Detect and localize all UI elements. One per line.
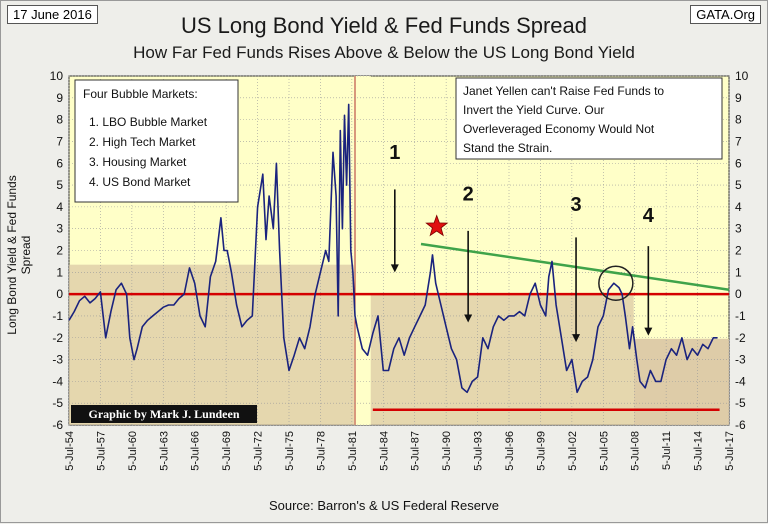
bubble-markets-title: Four Bubble Markets:: [83, 87, 198, 101]
x-tick-label: 5-Jul-02: [567, 431, 579, 471]
y-tick-label-left: 0: [56, 287, 63, 301]
chart-title: US Long Bond Yield & Fed Funds Spread: [180, 13, 588, 38]
x-tick-label: 5-Jul-69: [221, 431, 233, 471]
clear-gap: [353, 76, 371, 425]
bubble-markets-box: [74, 79, 239, 203]
x-tick-label: 5-Jul-87: [410, 431, 422, 471]
y-tick-label-right: -5: [735, 396, 746, 410]
annotation-number-1: 1: [389, 142, 400, 164]
yellen-note-line: Stand the Strain.: [463, 141, 552, 155]
chart-subtitle: How Far Fed Funds Rises Above & Below th…: [133, 43, 635, 62]
y-tick-label-right: 7: [735, 134, 742, 148]
x-tick-label: 5-Jul-11: [661, 431, 673, 470]
x-tick-label: 5-Jul-81: [347, 431, 359, 471]
y-tick-label-right: 2: [735, 244, 742, 258]
y-tick-label-left: -2: [52, 331, 63, 345]
x-tick-label: 5-Jul-66: [190, 431, 202, 471]
x-tick-label: 5-Jul-78: [315, 431, 327, 471]
highlight-circle: [598, 265, 634, 301]
annotation-number-2: 2: [463, 183, 474, 205]
x-tick-label: 5-Jul-99: [535, 431, 547, 471]
y-tick-label-right: 3: [735, 222, 742, 236]
annotation-arrow-head: [644, 327, 653, 336]
yellen-note-line: Janet Yellen can't Raise Fed Funds to: [463, 84, 664, 98]
y-tick-label-left: 1: [56, 265, 63, 279]
bubble-market-item: 3. Housing Market: [89, 155, 187, 169]
x-tick-label: 5-Jul-75: [284, 431, 296, 471]
x-tick-label: 5-Jul-17: [724, 431, 736, 471]
x-tick-label: 5-Jul-54: [64, 431, 76, 471]
y-tick-label-left: 8: [56, 113, 63, 127]
yellen-note-line: Invert the Yield Curve. Our: [463, 103, 604, 117]
y-tick-label-left: 7: [56, 134, 63, 148]
credit-box: [71, 405, 257, 423]
y-tick-label-right: 0: [735, 287, 742, 301]
x-tick-label: 5-Jul-63: [158, 431, 170, 471]
y-tick-label-left: 9: [56, 91, 63, 105]
y-tick-label-left: -3: [52, 353, 63, 367]
bubble-market-item: 1. LBO Bubble Market: [89, 115, 208, 129]
y-tick-label-right: -3: [735, 353, 746, 367]
x-tick-label: 5-Jul-57: [95, 431, 107, 471]
y-tick-label-left: -4: [52, 374, 63, 388]
source-site-label: GATA.Org: [690, 5, 761, 24]
y-tick-label-right: 8: [735, 113, 742, 127]
trend-line: [420, 242, 730, 291]
x-tick-label: 5-Jul-14: [693, 431, 705, 471]
bubble-market-item: 4. US Bond Market: [89, 175, 191, 189]
annotation-arrow-head: [572, 334, 581, 343]
yellen-note-line: Overleveraged Economy Would Not: [463, 122, 655, 136]
shaded-region-early: [69, 264, 354, 425]
y-tick-label-right: -4: [735, 374, 746, 388]
y-tick-label-right: -6: [735, 418, 746, 432]
series-line: [68, 103, 718, 394]
y-tick-label-right: 9: [735, 91, 742, 105]
y-tick-label-left: -1: [52, 309, 63, 323]
y-tick-label-right: 10: [735, 69, 749, 83]
annotation-number-3: 3: [570, 194, 581, 216]
annotation-arrow-head: [464, 314, 473, 323]
y-tick-label-right: -1: [735, 309, 746, 323]
credit-text: Graphic by Mark J. Lundeen: [88, 407, 239, 421]
x-tick-label: 5-Jul-72: [253, 431, 265, 471]
y-tick-label-right: 1: [735, 265, 742, 279]
y-tick-label-left: 10: [50, 69, 64, 83]
y-tick-label-right: -2: [735, 331, 746, 345]
y-tick-label-left: 3: [56, 222, 63, 236]
x-tick-label: 5-Jul-96: [504, 431, 516, 471]
annotation-number-4: 4: [643, 205, 655, 227]
y-tick-label-left: 2: [56, 244, 63, 258]
y-tick-label-left: 5: [56, 178, 63, 192]
x-axis-source-label: Source: Barron's & US Federal Reserve: [268, 498, 500, 513]
x-tick-label: 5-Jul-90: [441, 431, 453, 471]
x-tick-label: 5-Jul-60: [127, 431, 139, 471]
x-tick-label: 5-Jul-08: [630, 431, 642, 471]
annotation-arrow-head: [390, 264, 399, 273]
x-tick-label: 5-Jul-05: [598, 431, 610, 471]
y-tick-label-right: 5: [735, 178, 742, 192]
bubble-market-item: 2. High Tech Market: [89, 135, 196, 149]
date-label: 17 June 2016: [7, 5, 98, 24]
y-tick-label-right: 4: [735, 200, 742, 214]
shaded-region-late: [633, 338, 729, 425]
star-marker: [425, 214, 449, 237]
x-tick-label: 5-Jul-93: [473, 431, 485, 471]
y-tick-label-left: -5: [52, 396, 63, 410]
y-tick-label-left: 4: [56, 200, 63, 214]
x-tick-label: 5-Jul-84: [378, 431, 390, 471]
y-tick-label-right: 6: [735, 156, 742, 170]
y-tick-label-left: 6: [56, 156, 63, 170]
yellen-note-box: [455, 77, 723, 160]
y-tick-label-left: -6: [52, 418, 63, 432]
